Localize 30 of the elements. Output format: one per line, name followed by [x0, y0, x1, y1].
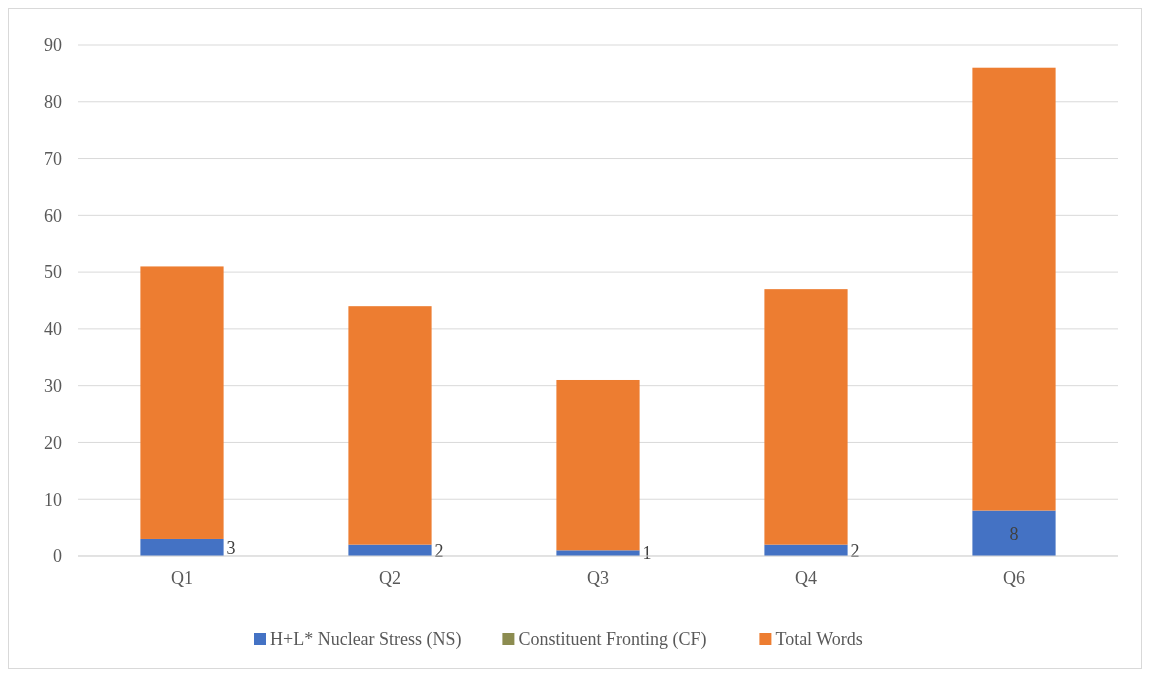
- x-tick-label: Q6: [1003, 568, 1025, 588]
- y-tick-label: 70: [44, 148, 62, 169]
- x-tick-label: Q1: [171, 568, 193, 588]
- x-tick-label: Q2: [379, 568, 401, 588]
- y-tick-label: 0: [53, 546, 62, 567]
- legend-label: Constituent Fronting (CF): [518, 629, 707, 651]
- y-tick-label: 10: [44, 489, 62, 510]
- legend-label: H+L* Nuclear Stress (NS): [270, 629, 462, 651]
- data-label: 3: [226, 537, 236, 558]
- y-tick-label: 60: [44, 205, 62, 226]
- bar: [140, 538, 224, 556]
- x-tick-label: Q4: [795, 568, 817, 588]
- y-tick-label: 30: [44, 375, 62, 396]
- bar: [764, 289, 848, 545]
- data-label: 8: [1009, 523, 1019, 544]
- y-tick-label: 40: [44, 319, 62, 340]
- bar: [140, 266, 224, 539]
- y-tick-label: 90: [44, 35, 62, 56]
- bar: [348, 306, 432, 545]
- y-tick-label: 20: [44, 432, 62, 453]
- bar: [972, 510, 1056, 556]
- data-label: 2: [850, 540, 860, 561]
- y-tick-label: 80: [44, 92, 62, 113]
- legend-label: Total Words: [775, 629, 863, 650]
- bar: [972, 67, 1056, 511]
- data-label: 2: [434, 540, 444, 561]
- bar: [556, 379, 640, 551]
- x-tick-label: Q3: [587, 568, 609, 588]
- data-label: 1: [642, 543, 652, 564]
- y-tick-label: 50: [44, 262, 62, 283]
